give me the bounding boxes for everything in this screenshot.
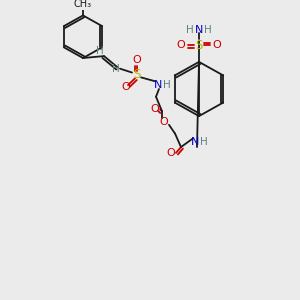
Text: O: O xyxy=(122,82,130,92)
Text: S: S xyxy=(195,39,203,52)
Text: O: O xyxy=(167,148,176,158)
Text: H: H xyxy=(96,46,104,56)
Text: H: H xyxy=(204,25,212,35)
Text: N: N xyxy=(195,25,203,35)
Text: H: H xyxy=(186,25,194,35)
Text: O: O xyxy=(177,40,185,50)
Text: S: S xyxy=(133,68,141,81)
Text: O: O xyxy=(151,104,159,114)
Text: H: H xyxy=(200,137,208,147)
Text: H: H xyxy=(112,64,120,74)
Text: O: O xyxy=(213,40,221,50)
Text: CH₃: CH₃ xyxy=(74,0,92,9)
Text: H: H xyxy=(163,80,171,90)
Text: O: O xyxy=(133,55,141,65)
Text: N: N xyxy=(191,137,199,147)
Text: O: O xyxy=(160,117,168,127)
Text: N: N xyxy=(154,80,162,90)
